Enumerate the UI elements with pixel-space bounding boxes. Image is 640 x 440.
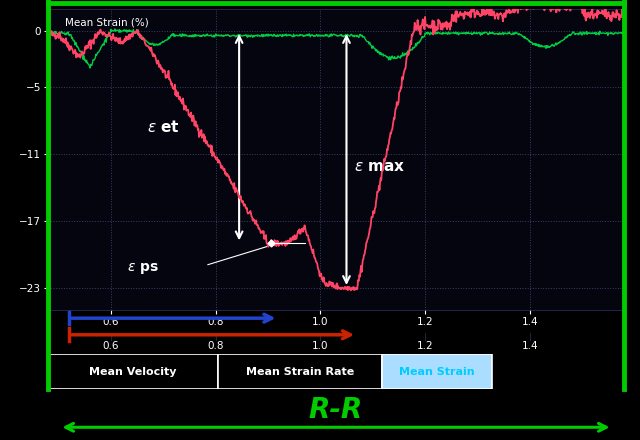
Text: 1.4: 1.4 (522, 341, 538, 351)
Text: Mean Velocity: Mean Velocity (90, 367, 177, 377)
Bar (382, 354, 492, 389)
Text: Mean Strain: Mean Strain (399, 367, 475, 377)
Bar (218, 354, 382, 389)
Text: Mean Strain Rate: Mean Strain Rate (246, 367, 355, 377)
Text: $\epsilon$ et: $\epsilon$ et (147, 119, 180, 135)
Text: $\epsilon$ max: $\epsilon$ max (355, 159, 406, 174)
Bar (48, 354, 218, 389)
Text: $\epsilon$ ps: $\epsilon$ ps (127, 261, 159, 276)
Text: Mean Strain (%): Mean Strain (%) (65, 18, 149, 28)
Text: 1.2: 1.2 (417, 341, 433, 351)
Text: R-R: R-R (309, 396, 363, 424)
Text: 0.8: 0.8 (207, 341, 224, 351)
Text: 0.6: 0.6 (102, 341, 119, 351)
Text: 1.0: 1.0 (312, 341, 328, 351)
